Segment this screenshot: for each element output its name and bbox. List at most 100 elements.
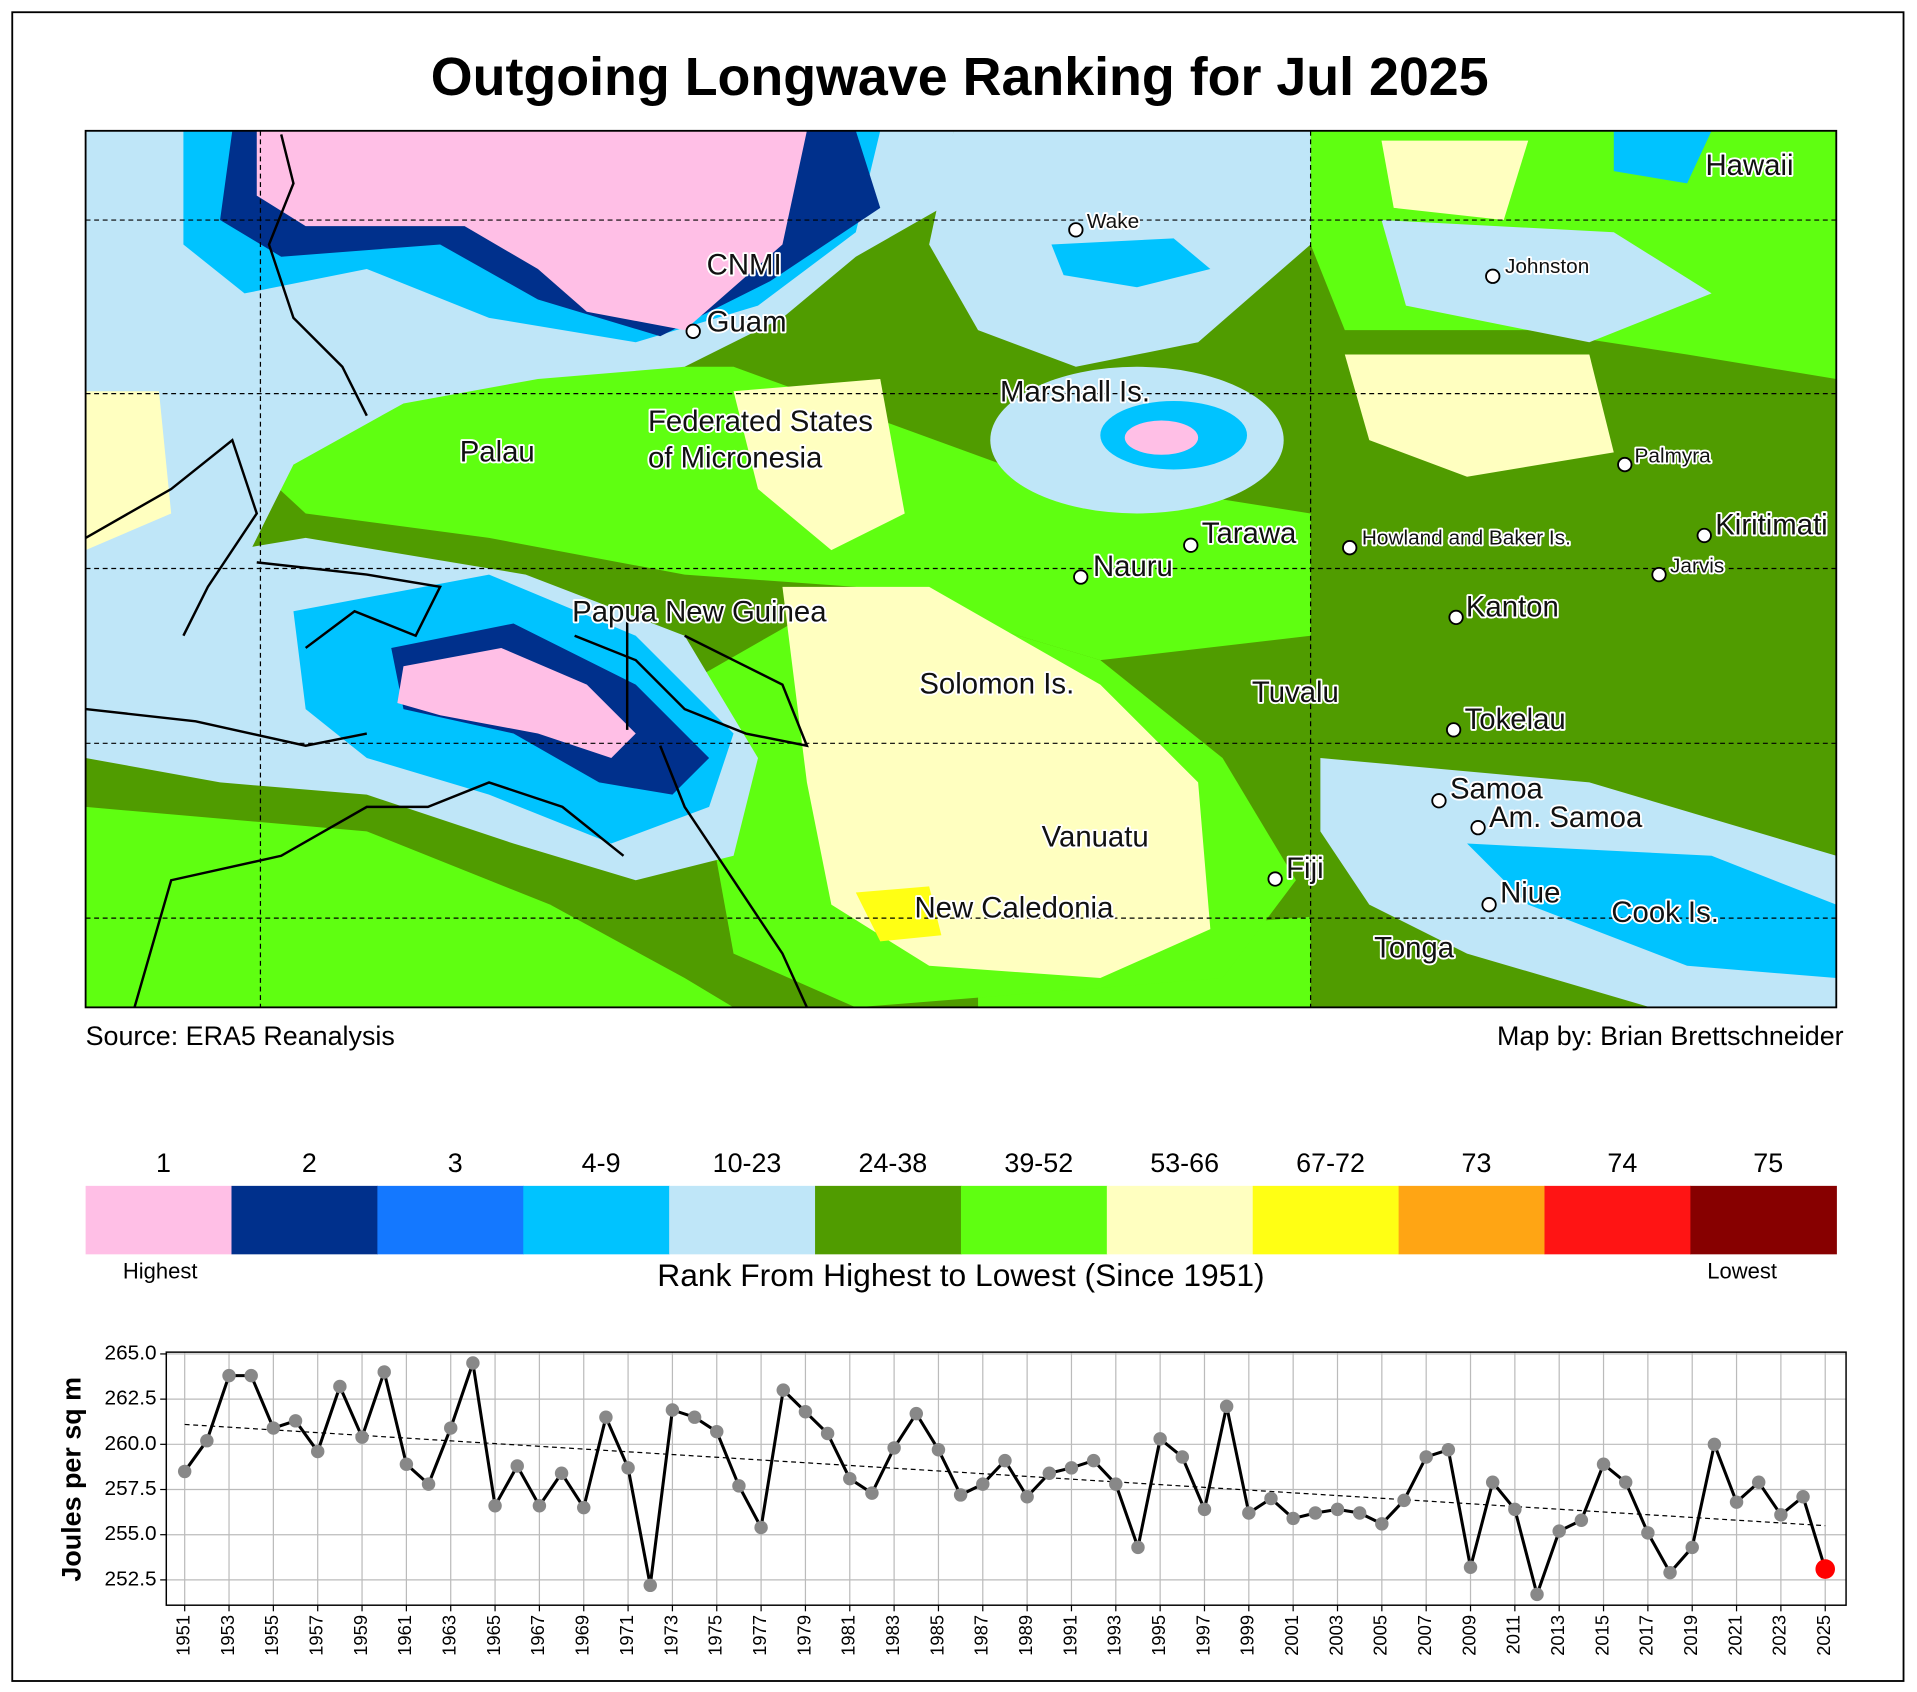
x-tick-label: 1965: [483, 1615, 504, 1656]
place-label: Palau: [460, 435, 535, 468]
place-label: Tarawa: [1202, 517, 1297, 550]
legend-label: 74: [1607, 1148, 1637, 1178]
legend-label: 39-52: [1004, 1148, 1073, 1178]
legend-label: 67-72: [1296, 1148, 1365, 1178]
x-tick-label: 2005: [1370, 1615, 1391, 1656]
x-tick-label: 1961: [394, 1615, 415, 1656]
x-tick-label: 1971: [616, 1615, 637, 1656]
place-label: Johnston: [1505, 255, 1589, 278]
data-point: [1663, 1565, 1677, 1580]
y-axis-title: Joules per sq m: [56, 1377, 86, 1582]
place-dot: [1485, 268, 1501, 284]
place-label: Solomon Is.: [919, 668, 1074, 701]
x-tick-label: 1987: [971, 1615, 992, 1656]
legend-label: 4-9: [582, 1148, 621, 1178]
data-point: [1463, 1560, 1478, 1574]
data-point: [798, 1405, 813, 1419]
data-point: [1441, 1443, 1456, 1457]
x-tick-label: 1967: [527, 1615, 548, 1656]
place-dot: [1470, 820, 1486, 836]
place-dot: [1073, 569, 1089, 585]
x-tick-label: 1981: [838, 1615, 859, 1656]
place-label: Kanton: [1466, 591, 1559, 624]
data-point: [710, 1424, 724, 1439]
data-point: [532, 1499, 547, 1513]
place-label: Cook Is.: [1611, 896, 1719, 929]
data-point: [421, 1477, 436, 1491]
data-point: [1352, 1506, 1367, 1520]
place-dot: [1267, 871, 1283, 887]
plot-frame: [165, 1351, 1847, 1606]
data-point: [1330, 1502, 1345, 1517]
place-label: Palmyra: [1635, 445, 1712, 468]
place-label: New Caledonia: [914, 891, 1114, 924]
place-label: Fiji: [1286, 852, 1323, 885]
place-label: Am. Samoa: [1489, 801, 1643, 834]
x-tick-label: 2003: [1325, 1615, 1346, 1656]
data-point: [466, 1356, 480, 1370]
data-point: [510, 1459, 524, 1473]
map-border: [84, 129, 1838, 1009]
x-tick-label: 2009: [1458, 1615, 1479, 1656]
data-point: [732, 1479, 746, 1493]
data-point: [1552, 1524, 1566, 1538]
place-dot: [1183, 537, 1199, 553]
trend-line: [184, 1423, 1826, 1527]
data-point: [444, 1421, 458, 1435]
x-tick-label: 1979: [793, 1615, 814, 1656]
x-tick-label: 2007: [1414, 1615, 1435, 1656]
data-point: [1641, 1526, 1655, 1540]
data-point: [1508, 1502, 1522, 1517]
x-tick-label: 1969: [572, 1615, 593, 1656]
place-label: Samoa: [1450, 773, 1544, 806]
data-point: [1419, 1450, 1433, 1464]
line-chart: 252.5 255.0 257.5 260.0 262.5 265.0 1951 1953 19…: [105, 1341, 1847, 1656]
place-label: Tuvalu: [1252, 676, 1339, 709]
credit: Map by: Brian Brettschneider: [1497, 1021, 1844, 1051]
data-point: [1264, 1491, 1278, 1506]
data-point: [1685, 1540, 1699, 1555]
data-point: [599, 1410, 613, 1424]
place-label: Guam: [707, 306, 787, 339]
place-label: CNMI: [707, 248, 782, 281]
map-labels: CNMI Guam Wake Johnston Hawaii Marshall Is. Pa…: [458, 147, 1830, 966]
data-point: [333, 1379, 347, 1394]
x-tick-label: 2017: [1636, 1615, 1657, 1656]
place-dot: [1068, 222, 1084, 238]
place-dot: [1481, 897, 1497, 913]
legend-swatch: [1690, 1185, 1837, 1255]
data-point: [1286, 1511, 1300, 1526]
x-tick-label: 2021: [1724, 1615, 1745, 1656]
place-label: Jarvis: [1670, 555, 1724, 578]
data-point: [1485, 1475, 1500, 1490]
data-point: [1219, 1399, 1234, 1414]
y-tick-label: 265.0: [105, 1341, 157, 1364]
data-point: [1751, 1475, 1766, 1490]
x-tick-label: 1999: [1237, 1615, 1258, 1656]
place-label: Tokelau: [1465, 703, 1566, 736]
data-point: [244, 1368, 258, 1383]
x-tick-label: 1991: [1059, 1615, 1080, 1656]
data-point: [554, 1466, 569, 1480]
data-point: [1064, 1461, 1079, 1475]
data-point: [310, 1444, 325, 1459]
x-tick-label: 1973: [660, 1615, 681, 1656]
title: Outgoing Longwave Ranking for Jul 2025: [431, 47, 1489, 107]
legend-label: 73: [1461, 1148, 1491, 1178]
data-point: [222, 1368, 236, 1383]
data-point: [1109, 1477, 1123, 1491]
data-point: [998, 1453, 1012, 1468]
data-point: [200, 1433, 214, 1448]
data-point: [1175, 1450, 1190, 1464]
data-point: [1729, 1495, 1744, 1509]
data-point: [909, 1406, 924, 1421]
legend-title: Rank From Highest to Lowest (Since 1951): [657, 1257, 1264, 1293]
x-tick-label: 2025: [1813, 1615, 1834, 1656]
y-tick-label: 260.0: [105, 1432, 157, 1455]
data-point: [1242, 1506, 1256, 1520]
x-tick-label: 1997: [1192, 1615, 1213, 1656]
data-point: [1815, 1559, 1836, 1579]
place-label: Howland and Baker Is.: [1362, 527, 1571, 550]
place-dot: [1448, 609, 1464, 626]
data-point: [1131, 1540, 1145, 1555]
